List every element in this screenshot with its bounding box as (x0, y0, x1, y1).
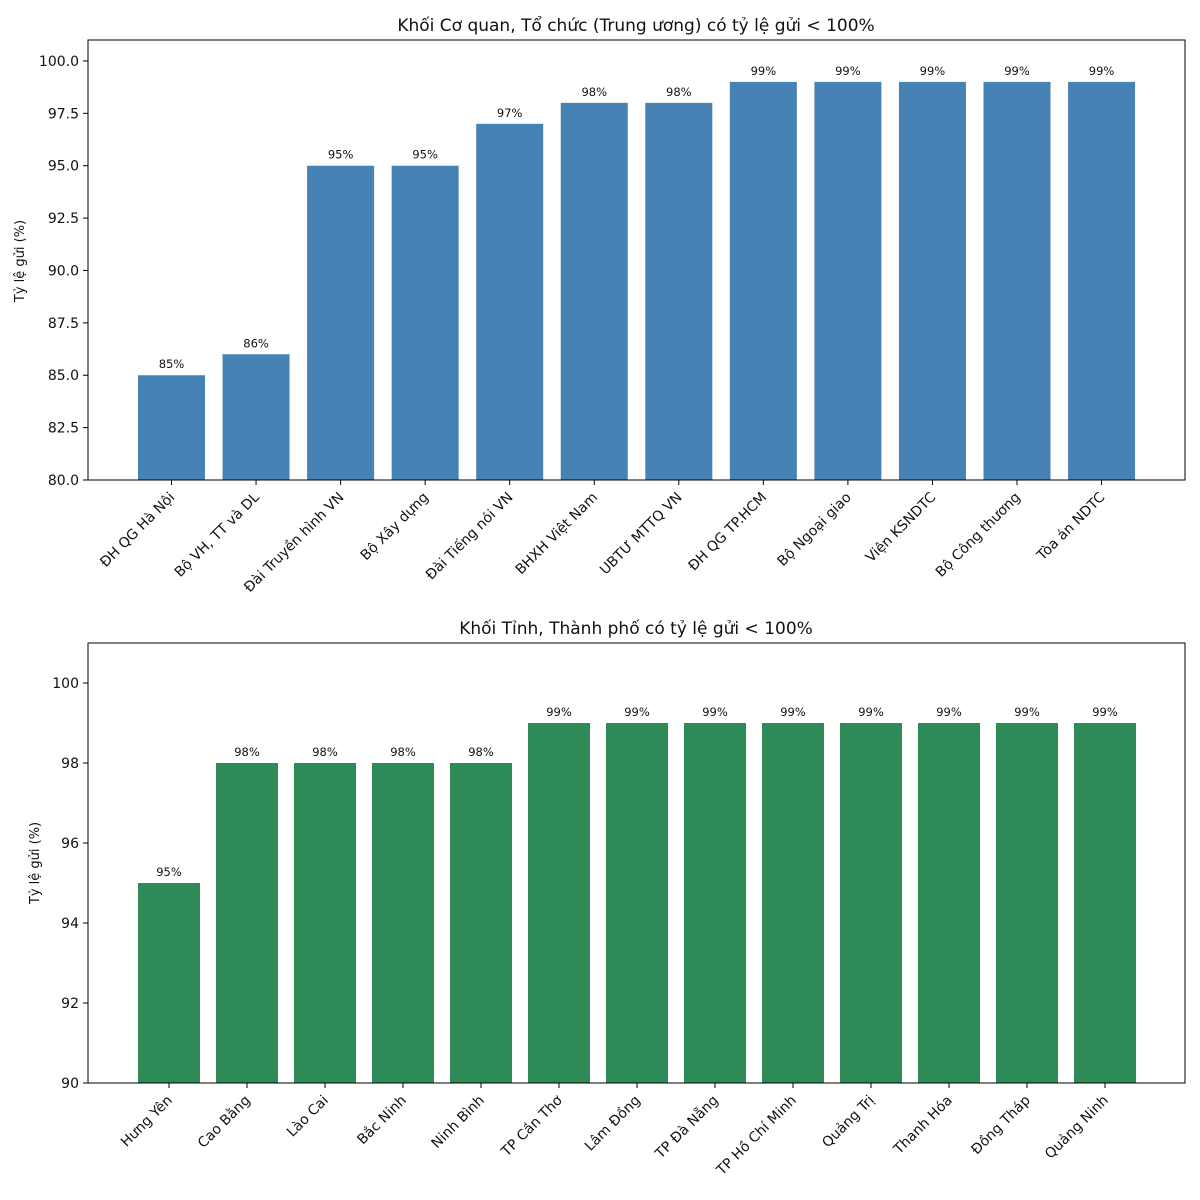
x-tick-label: Bộ Xây dựng (358, 490, 432, 564)
y-tick-label: 96 (61, 836, 79, 852)
y-tick-label: 87.5 (48, 316, 79, 332)
x-tick-label: Thanh Hóa (890, 1093, 956, 1159)
x-tick-label: ĐH QG Hà Nội (97, 490, 178, 571)
y-tick-label: 100.0 (39, 54, 79, 70)
data-label: 95% (412, 148, 438, 162)
y-tick-label: 97.5 (48, 106, 79, 122)
bar (222, 354, 290, 480)
bar (560, 102, 628, 480)
bar (840, 723, 902, 1083)
x-tick-label: Bộ Ngoại giao (775, 490, 855, 570)
y-axis-title: Tỷ lệ gửi (%) (13, 220, 28, 303)
bar (996, 723, 1058, 1083)
chart-title: Khối Tỉnh, Thành phố có tỷ lệ gửi < 100% (459, 618, 813, 639)
data-label: 98% (581, 85, 607, 99)
data-label: 99% (751, 64, 777, 78)
x-tick-label: Hưng Yên (118, 1093, 176, 1151)
data-label: 86% (243, 336, 269, 350)
data-label: 99% (858, 705, 884, 719)
y-tick-label: 92.5 (48, 211, 79, 227)
data-label: 99% (920, 64, 946, 78)
data-label: 99% (624, 705, 650, 719)
y-tick-label: 90 (61, 1076, 79, 1092)
x-tick-label: Đồng Tháp (968, 1092, 1034, 1158)
data-label: 95% (328, 148, 354, 162)
chart-title: Khối Cơ quan, Tổ chức (Trung ương) có tỷ… (397, 15, 874, 36)
bar (450, 763, 512, 1083)
x-tick-label: Bộ VH, TT và DL (172, 489, 263, 580)
data-label: 95% (156, 865, 182, 879)
bar (898, 81, 966, 481)
data-label: 99% (1014, 705, 1040, 719)
chart-central-agencies: Khối Cơ quan, Tổ chức (Trung ương) có tỷ… (13, 15, 1186, 596)
y-tick-label: 82.5 (48, 421, 79, 437)
y-tick-label: 80.0 (48, 473, 79, 489)
data-label: 97% (497, 106, 523, 120)
plot-frame (87, 642, 1186, 1084)
x-tick-label: Đài Tiếng nói VN (422, 489, 516, 583)
y-tick-label: 85.0 (48, 368, 79, 384)
y-tick-label: 92 (61, 996, 79, 1012)
data-label: 99% (546, 705, 572, 719)
x-tick-label: Lào Cai (284, 1093, 332, 1141)
y-axis-title: Tỷ lệ gửi (%) (28, 822, 43, 905)
bar (216, 763, 278, 1083)
bar (372, 763, 434, 1083)
bar (729, 81, 797, 481)
x-tick-label: BHXH Việt Nam (513, 490, 601, 578)
chart-provinces: Khối Tỉnh, Thành phố có tỷ lệ gửi < 100%… (28, 618, 1186, 1179)
x-tick-label: TP Đà Nẵng (651, 1092, 722, 1163)
bar (1068, 81, 1136, 481)
x-tick-label: TP Hồ Chí Minh (712, 1092, 799, 1179)
bar (307, 165, 375, 480)
data-label: 99% (1089, 64, 1115, 78)
data-label: 99% (780, 705, 806, 719)
y-tick-label: 98 (61, 756, 79, 772)
data-label: 99% (702, 705, 728, 719)
bar (294, 763, 356, 1083)
plot-frame (87, 39, 1186, 481)
data-label: 85% (159, 357, 185, 371)
bar (645, 102, 713, 480)
data-label: 98% (390, 745, 416, 759)
x-tick-label: Quảng Trị (819, 1093, 878, 1152)
x-tick-label: TP Cần Thơ (498, 1092, 566, 1160)
bar (684, 723, 746, 1083)
x-tick-label: Ninh Bình (429, 1093, 488, 1152)
data-label: 98% (468, 745, 494, 759)
bar (476, 123, 544, 481)
data-label: 98% (666, 85, 692, 99)
y-tick-label: 94 (61, 916, 79, 932)
x-tick-label: Viện KSNDTC (863, 489, 939, 565)
x-tick-label: Tòa án NDTC (1033, 489, 1108, 564)
data-label: 99% (1092, 705, 1118, 719)
y-tick-label: 100 (52, 676, 79, 692)
x-tick-label: UBTƯ MTTQ VN (597, 490, 686, 579)
bar (814, 81, 882, 481)
bar (138, 883, 200, 1083)
data-label: 99% (936, 705, 962, 719)
data-label: 99% (1004, 64, 1030, 78)
bar (983, 81, 1051, 481)
data-label: 98% (312, 745, 338, 759)
y-tick-label: 90.0 (48, 263, 79, 279)
bar (528, 723, 590, 1083)
bar (138, 375, 205, 480)
data-label: 99% (835, 64, 861, 78)
bar (606, 723, 668, 1083)
data-label: 98% (234, 745, 260, 759)
x-tick-label: Quảng Ninh (1042, 1093, 1112, 1163)
x-tick-label: Bắc Ninh (354, 1092, 410, 1148)
bar (762, 723, 824, 1083)
x-tick-label: Cao Bằng (194, 1092, 254, 1152)
bar (391, 165, 459, 480)
y-tick-label: 95.0 (48, 159, 79, 175)
x-tick-label: ĐH QG TP.HCM (685, 490, 770, 575)
x-tick-label: Bộ Công thương (933, 490, 1024, 581)
bar (1074, 723, 1136, 1083)
x-tick-label: Lâm Đồng (581, 1092, 644, 1155)
bar (918, 723, 980, 1083)
